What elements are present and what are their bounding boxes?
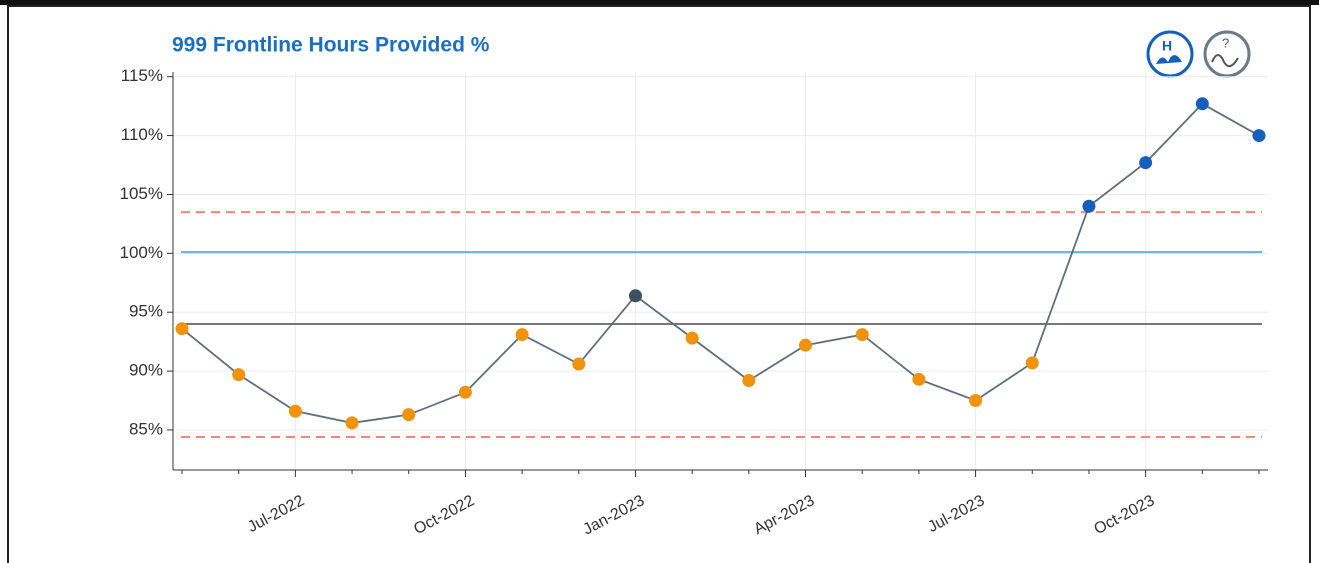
series-line (181, 102, 1260, 424)
data-point (969, 394, 983, 408)
data-point (742, 374, 756, 388)
chart-title: 999 Frontline Hours Provided % (172, 34, 490, 57)
y-tick-label: 100% (120, 243, 163, 262)
data-point (232, 368, 246, 382)
data-point (458, 385, 472, 399)
data-point (515, 328, 529, 342)
icon-help[interactable]: ? (1203, 30, 1251, 78)
data-point (402, 408, 416, 422)
data-point (855, 328, 869, 342)
data-point (1252, 129, 1266, 143)
y-tick-label: 95% (129, 302, 163, 321)
data-point (345, 416, 359, 430)
y-tick-label: 90% (129, 361, 163, 380)
data-point (628, 289, 642, 303)
data-point (912, 372, 926, 386)
data-point (685, 331, 699, 345)
top-bar (0, 0, 1319, 5)
svg-text:?: ? (1222, 35, 1229, 50)
frame (7, 5, 1311, 563)
data-point (572, 357, 586, 371)
y-tick-label: 105% (120, 184, 163, 203)
svg-text:H: H (1162, 38, 1172, 54)
icon-holiday[interactable]: H (1146, 30, 1194, 78)
y-tick-label: 85% (129, 419, 163, 438)
y-tick-label: 115% (121, 66, 163, 85)
data-point (288, 404, 302, 418)
y-tick-label: 110% (121, 125, 163, 144)
data-point (1139, 156, 1153, 170)
data-point (175, 322, 189, 336)
data-point (1082, 199, 1096, 213)
data-point (1195, 97, 1209, 111)
data-point (1025, 356, 1039, 370)
data-point (799, 338, 813, 352)
